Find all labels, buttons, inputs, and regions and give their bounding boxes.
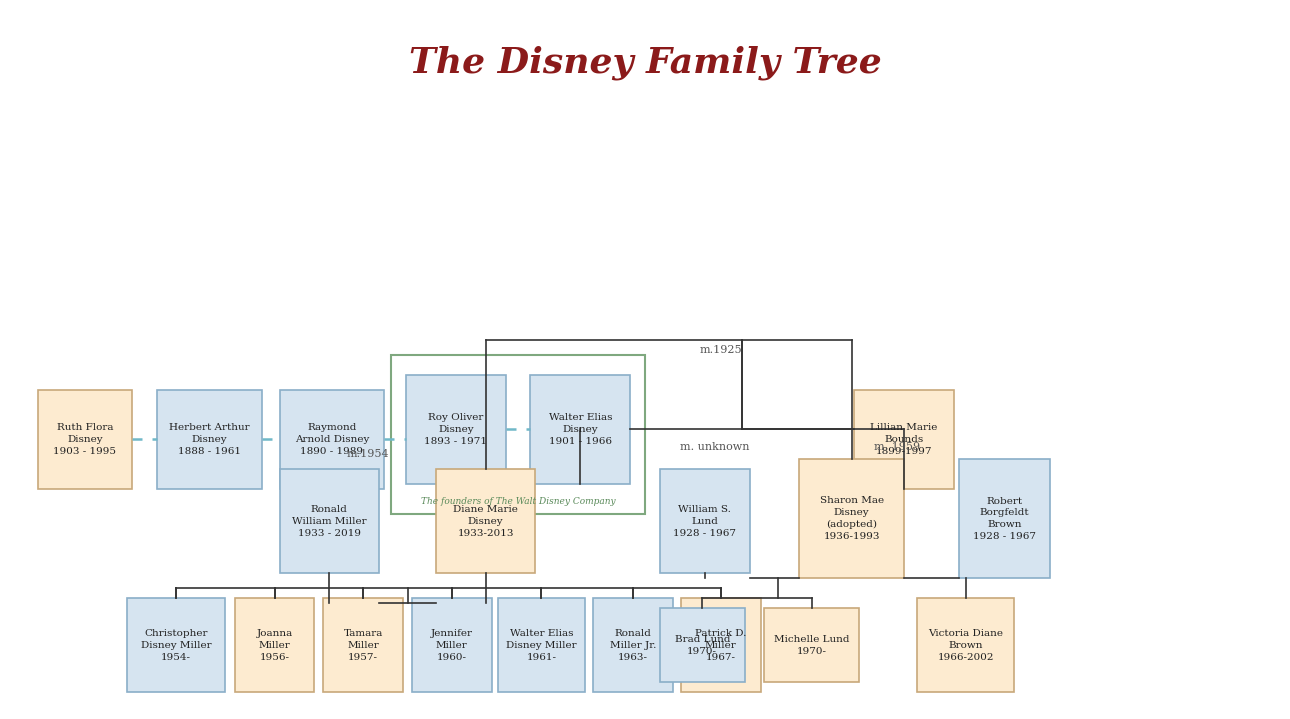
FancyBboxPatch shape [800,459,904,578]
Text: Herbert Arthur
Disney
1888 - 1961: Herbert Arthur Disney 1888 - 1961 [169,423,250,456]
Text: Walter Elias
Disney Miller
1961-: Walter Elias Disney Miller 1961- [506,629,577,661]
Text: Joanna
Miller
1956-: Joanna Miller 1956- [257,629,293,661]
Text: m.1954: m.1954 [346,449,388,459]
Text: Patrick D.
Miller
1967-: Patrick D. Miller 1967- [695,629,747,661]
Text: Lillian Marie
Bounds
1899-1997: Lillian Marie Bounds 1899-1997 [871,423,938,456]
Text: Victoria Diane
Brown
1966-2002: Victoria Diane Brown 1966-2002 [928,629,1004,661]
FancyBboxPatch shape [854,390,953,489]
Text: Jennifer
Miller
1960-: Jennifer Miller 1960- [431,629,473,661]
Text: Robert
Borgfeldt
Brown
1928 - 1967: Robert Borgfeldt Brown 1928 - 1967 [973,497,1036,541]
FancyBboxPatch shape [280,390,384,489]
FancyBboxPatch shape [128,598,224,692]
Text: Michelle Lund
1970-: Michelle Lund 1970- [774,635,850,656]
Text: Tamara
Miller
1957-: Tamara Miller 1957- [343,629,383,661]
Text: Ronald
Miller Jr.
1963-: Ronald Miller Jr. 1963- [610,629,657,661]
FancyBboxPatch shape [280,469,379,573]
FancyBboxPatch shape [436,469,535,573]
FancyBboxPatch shape [765,608,859,682]
Text: Sharon Mae
Disney
(adopted)
1936-1993: Sharon Mae Disney (adopted) 1936-1993 [819,497,884,541]
Text: The founders of The Walt Disney Company: The founders of The Walt Disney Company [421,497,615,506]
Text: m. 1959: m. 1959 [875,442,920,452]
FancyBboxPatch shape [324,598,402,692]
Text: Roy Oliver
Disney
1893 - 1971: Roy Oliver Disney 1893 - 1971 [424,413,488,446]
FancyBboxPatch shape [660,608,744,682]
FancyBboxPatch shape [498,598,586,692]
FancyBboxPatch shape [958,459,1050,578]
Text: Raymond
Arnold Disney
1890 - 1989: Raymond Arnold Disney 1890 - 1989 [294,423,369,456]
FancyBboxPatch shape [917,598,1014,692]
FancyBboxPatch shape [530,375,630,484]
FancyBboxPatch shape [37,390,132,489]
Text: m.1925: m.1925 [699,345,742,355]
FancyBboxPatch shape [660,469,749,573]
Text: Ruth Flora
Disney
1903 - 1995: Ruth Flora Disney 1903 - 1995 [53,423,116,456]
Text: Diane Marie
Disney
1933-2013: Diane Marie Disney 1933-2013 [453,505,519,538]
Text: William S.
Lund
1928 - 1967: William S. Lund 1928 - 1967 [673,505,737,538]
FancyBboxPatch shape [235,598,315,692]
Text: Brad Lund
1970-: Brad Lund 1970- [675,635,730,656]
Text: m. unknown: m. unknown [680,442,749,452]
FancyBboxPatch shape [593,598,673,692]
Text: The Disney Family Tree: The Disney Family Tree [409,45,881,80]
FancyBboxPatch shape [681,598,761,692]
FancyBboxPatch shape [157,390,262,489]
Text: Ronald
William Miller
1933 - 2019: Ronald William Miller 1933 - 2019 [292,505,366,538]
Text: Christopher
Disney Miller
1954-: Christopher Disney Miller 1954- [141,629,212,661]
FancyBboxPatch shape [406,375,506,484]
FancyBboxPatch shape [412,598,491,692]
Text: Walter Elias
Disney
1901 - 1966: Walter Elias Disney 1901 - 1966 [548,413,611,446]
